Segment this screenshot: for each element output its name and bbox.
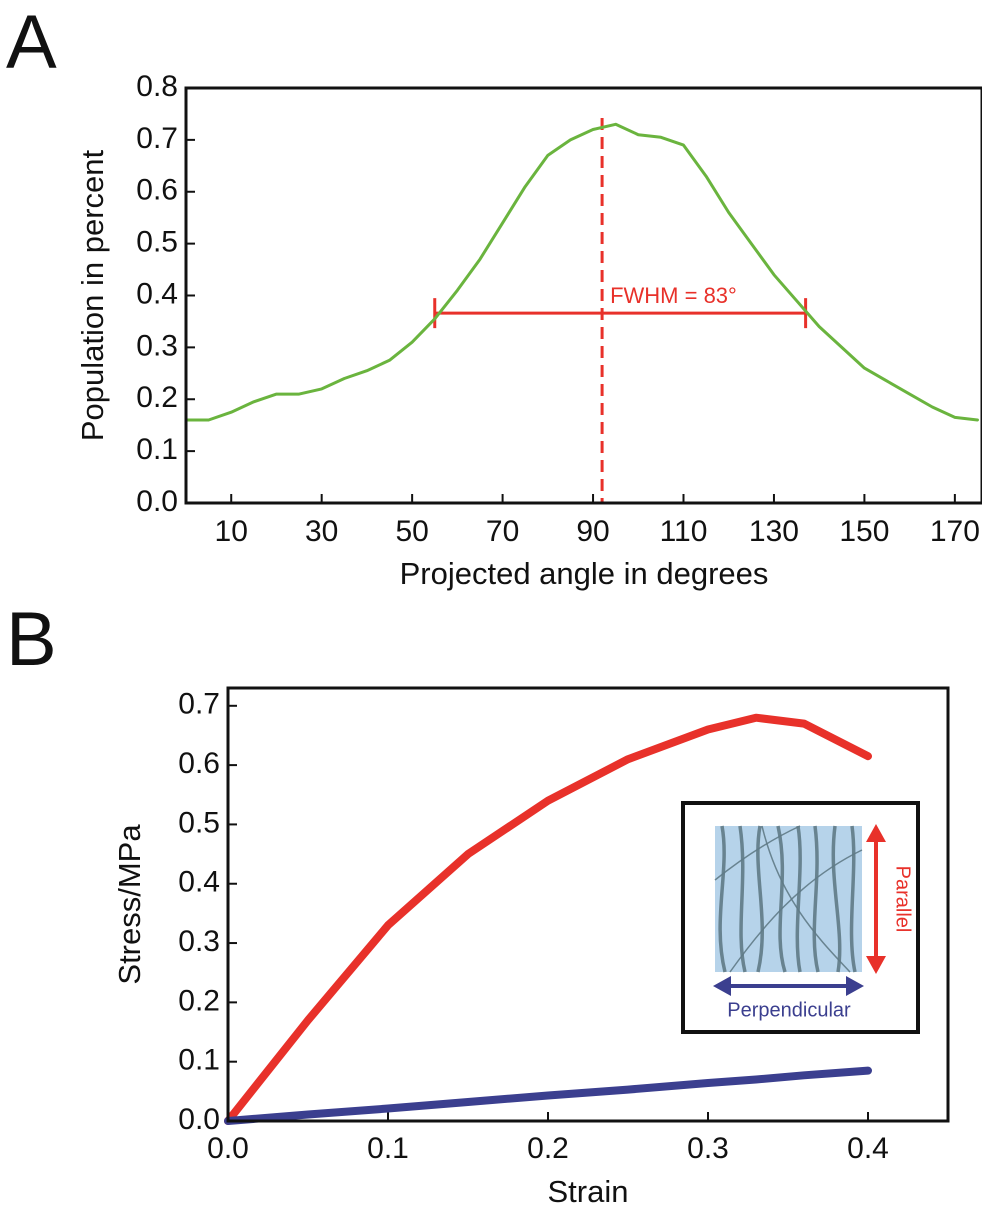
plot-frame	[184, 86, 982, 505]
x-axis-title: Strain	[548, 1174, 629, 1209]
x-tick-label: 0.3	[687, 1132, 729, 1165]
y-tick-label: 0.5	[136, 226, 178, 259]
y-tick-label: 0.8	[136, 70, 178, 103]
y-tick-label: 0.2	[136, 381, 178, 414]
fiber	[756, 825, 764, 973]
fiber	[849, 825, 857, 973]
fwhm-label: FWHM = 83°	[610, 283, 737, 308]
fiber	[812, 825, 820, 973]
fiber	[738, 825, 747, 973]
y-tick-label: 0.5	[178, 806, 220, 839]
y-axis-title: Population in percent	[75, 149, 110, 441]
y-tick-label: 0.1	[178, 1044, 220, 1077]
x-tick-label: 0.1	[367, 1132, 409, 1165]
x-tick-label: 50	[395, 515, 428, 548]
x-tick-label: 10	[215, 515, 248, 548]
y-tick-label: 0.0	[178, 1103, 220, 1136]
perpendicular-label: Perpendicular	[727, 999, 851, 1021]
x-tick-label: 110	[660, 515, 708, 548]
y-tick-label: 0.2	[178, 984, 220, 1017]
x-tick-label: 170	[930, 515, 980, 548]
y-tick-label: 0.7	[178, 688, 220, 721]
panel-label: A	[6, 0, 57, 85]
x-tick-label: 90	[576, 515, 609, 548]
fiber	[761, 825, 851, 973]
panel-label: B	[6, 597, 57, 682]
x-tick-label: 70	[486, 515, 519, 548]
y-tick-label: 0.3	[136, 329, 178, 362]
y-tick-label: 0.0	[136, 485, 178, 518]
y-tick-label: 0.3	[178, 925, 220, 958]
plot-frame	[226, 686, 950, 1123]
x-axis-title: Projected angle in degrees	[400, 556, 769, 591]
fiber	[729, 849, 863, 973]
y-tick-label: 0.6	[136, 174, 178, 207]
arrow-head	[713, 976, 864, 996]
arrow-head	[866, 824, 886, 974]
data-line	[184, 122, 979, 422]
x-tick-label: 0.2	[527, 1132, 569, 1165]
x-tick-label: 150	[839, 515, 889, 548]
data-line	[224, 713, 872, 1125]
fiber	[718, 825, 727, 973]
fiber	[776, 825, 787, 973]
y-tick-label: 0.7	[136, 122, 178, 155]
y-tick-label: 0.1	[136, 433, 178, 466]
x-tick-label: 30	[305, 515, 338, 548]
x-tick-label: 130	[749, 515, 799, 548]
y-tick-label: 0.6	[178, 747, 220, 780]
data-line	[224, 1066, 872, 1125]
parallel-label: Parallel	[892, 866, 914, 933]
y-axis-title: Stress/MPa	[112, 824, 147, 985]
fiber	[831, 825, 842, 973]
x-tick-label: 0.4	[847, 1132, 889, 1165]
fiber	[795, 825, 802, 973]
y-tick-label: 0.4	[178, 866, 220, 899]
x-tick-label: 0.0	[207, 1132, 249, 1165]
inset: Parallel Perpendicular	[681, 801, 920, 1034]
y-tick-label: 0.4	[136, 277, 178, 310]
fiber	[714, 825, 801, 881]
